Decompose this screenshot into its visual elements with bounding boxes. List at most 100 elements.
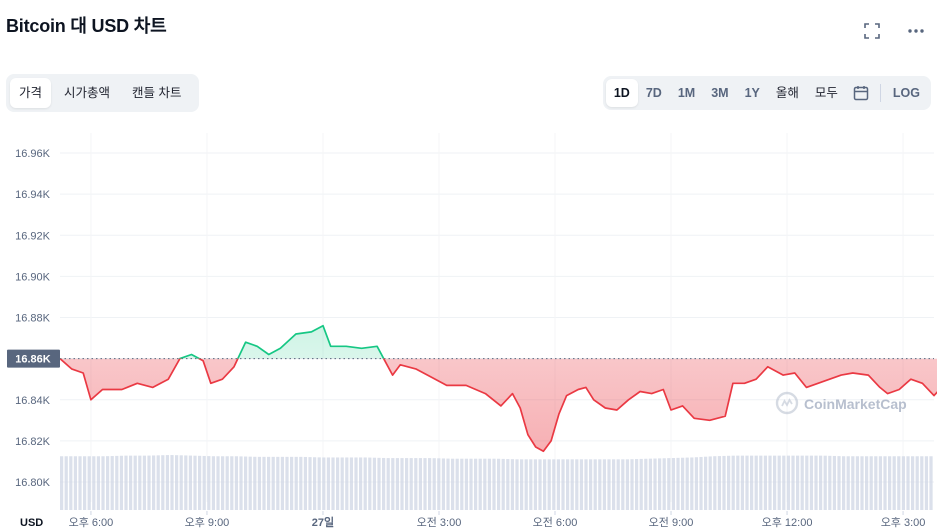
log-scale-toggle[interactable]: LOG <box>892 86 920 100</box>
expand-icon[interactable] <box>861 20 883 42</box>
volume-bar <box>409 458 413 510</box>
volume-bar <box>423 458 427 510</box>
volume-bar <box>115 455 119 510</box>
volume-bar <box>501 458 505 510</box>
volume-bar <box>487 458 492 510</box>
volume-bar <box>911 456 915 510</box>
volume-bar <box>892 456 896 510</box>
volume-bar <box>570 459 574 510</box>
tab-price[interactable]: 가격 <box>10 78 52 108</box>
watermark-text: CoinMarketCap <box>804 396 907 412</box>
chart-type-tabs: 가격 시가총액 캔들 차트 <box>6 74 199 112</box>
range-1d-button[interactable]: 1D <box>605 79 638 107</box>
volume-bar <box>929 456 933 510</box>
volume-bar <box>510 459 515 510</box>
price-line-up[interactable] <box>59 153 937 451</box>
volume-bar <box>326 457 331 510</box>
x-tick-label: 오후 12:00 <box>762 516 813 529</box>
volume-bar <box>101 456 105 510</box>
volume-bar <box>727 455 731 510</box>
volume-bar <box>823 455 827 510</box>
volume-bar <box>267 456 271 510</box>
volume-bar <box>681 457 685 510</box>
volume-bar <box>662 458 666 510</box>
volume-bar <box>832 455 837 510</box>
range-1y-button[interactable]: 1Y <box>744 86 760 100</box>
x-tick-label: 오전 3:00 <box>417 516 462 529</box>
volume-bar <box>786 455 791 510</box>
volume-bar <box>593 459 597 510</box>
range-ytd-button[interactable]: 올해 <box>775 86 799 100</box>
volume-bar <box>579 459 584 510</box>
volume-bar <box>354 457 358 510</box>
volume-bar <box>460 458 464 510</box>
volume-bar <box>262 456 266 510</box>
volume-bar <box>547 459 551 510</box>
volume-bar <box>740 455 745 510</box>
volume-bar <box>621 459 625 510</box>
calendar-icon[interactable] <box>846 79 876 107</box>
volume-bar <box>221 456 225 510</box>
tab-market-cap[interactable]: 시가총액 <box>64 86 111 100</box>
volume-bar <box>276 456 280 510</box>
x-tick-label: 오전 9:00 <box>649 516 694 529</box>
y-tick-label: 16.94K <box>15 189 51 201</box>
volume-bar <box>814 455 818 510</box>
volume-bar <box>184 455 188 510</box>
volume-bar <box>874 456 878 510</box>
volume-bar <box>805 455 809 510</box>
volume-bar <box>520 459 524 510</box>
volume-bar <box>474 458 478 510</box>
range-3m-button[interactable]: 3M <box>711 86 729 100</box>
volume-bar <box>630 459 634 510</box>
volume-bar <box>924 456 929 510</box>
tab-candle-chart[interactable]: 캔들 차트 <box>132 86 182 100</box>
volume-bar <box>685 457 689 510</box>
volume-bar <box>704 456 708 510</box>
volume-bar <box>584 459 588 510</box>
volume-bar <box>188 455 193 510</box>
range-divider <box>879 84 881 102</box>
volume-bar <box>386 458 390 510</box>
x-tick-label: 오후 6:00 <box>69 516 114 529</box>
top-toolbar <box>861 20 927 42</box>
volume-bar <box>464 458 469 510</box>
volume-bar <box>418 458 423 510</box>
area-fill-above <box>60 325 937 359</box>
volume-bar <box>317 457 321 510</box>
volume-bar <box>653 458 657 510</box>
price-line-down[interactable] <box>59 153 937 453</box>
coinmarketcap-logo-icon <box>775 391 799 415</box>
volume-bar <box>754 455 758 510</box>
volume-bar <box>170 455 174 510</box>
volume-bar <box>538 459 542 510</box>
volume-bar <box>147 455 151 510</box>
volume-bar <box>446 458 450 510</box>
range-7d-button[interactable]: 7D <box>645 86 662 100</box>
y-tick-label: 16.84K <box>15 395 51 407</box>
range-all-button[interactable]: 모두 <box>814 86 838 100</box>
volume-bar <box>612 459 616 510</box>
volume-bar <box>405 458 409 510</box>
volume-bar <box>73 456 78 510</box>
volume-bar <box>819 455 823 510</box>
volume-bar <box>639 458 643 510</box>
range-1m-button[interactable]: 1M <box>677 86 696 100</box>
volume-bar <box>96 456 101 510</box>
volume-bar <box>713 456 717 510</box>
volume-bar <box>313 457 317 510</box>
volume-bar <box>432 458 436 510</box>
volume-bar <box>773 455 777 510</box>
volume-bar <box>478 458 482 510</box>
volume-bar <box>763 455 768 510</box>
volume-bar <box>878 456 883 510</box>
volume-bar <box>207 456 211 510</box>
volume-bar <box>506 459 510 510</box>
volume-bar <box>451 458 455 510</box>
volume-bar <box>294 456 298 510</box>
volume-bar <box>331 457 335 510</box>
more-options-icon[interactable] <box>905 20 927 42</box>
volume-bar <box>556 459 561 510</box>
volume-bar <box>455 458 459 510</box>
